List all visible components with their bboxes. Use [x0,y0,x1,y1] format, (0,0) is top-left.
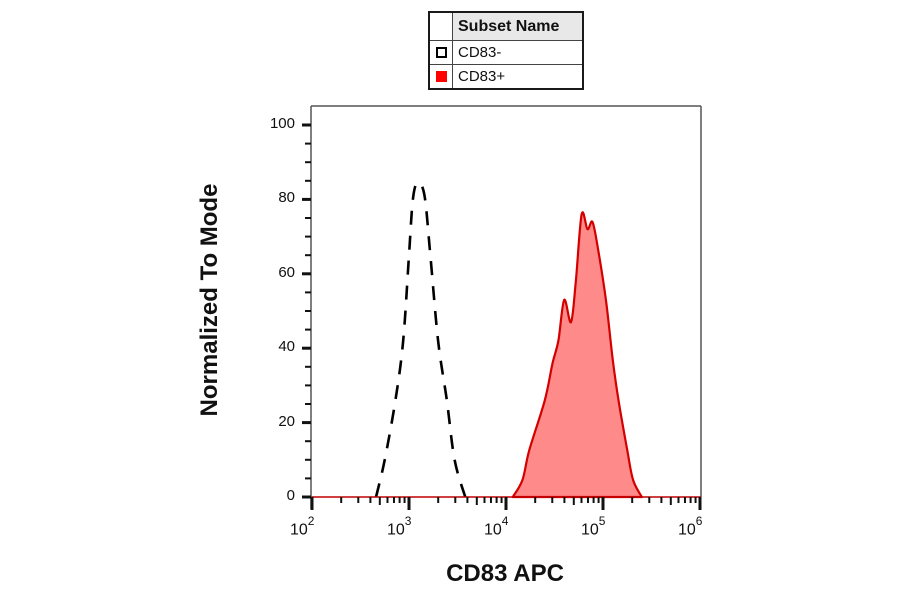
y-axis-label: Normalized To Mode [196,183,223,417]
series-layer [311,181,701,499]
y-tick-label: 20 [278,412,295,430]
x-tick-label: 102 [290,514,315,539]
series-cd83-positive-area [511,211,643,499]
open-square-swatch-icon [435,47,447,58]
legend: Subset Name CD83- CD83+ [428,11,584,90]
legend-label: CD83+ [458,68,506,85]
y-tick-label: 60 [278,263,295,281]
x-tick-label: 103 [387,514,412,539]
legend-swatch-cell [430,41,453,64]
filled-square-swatch-icon [435,71,447,82]
axes-layer [302,106,702,510]
x-tick-label: 105 [581,514,606,539]
x-axis-label: CD83 APC [446,560,564,587]
legend-header-row: Subset Name [430,13,582,40]
legend-label: CD83- [458,44,502,61]
x-tick-label: 104 [484,514,509,539]
legend-swatch-cell [430,13,453,40]
y-tick-label: 100 [269,115,295,132]
y-tick-label: 40 [278,338,295,356]
legend-header: Subset Name [453,13,582,40]
series-cd83-negative-line [374,181,467,498]
plot-frame [311,105,702,497]
x-tick-label: 106 [678,514,703,539]
y-tick-label: 80 [278,189,295,207]
legend-item-cd83-negative: CD83- [430,40,582,64]
y-tick-label: 0 [286,487,295,504]
legend-item-cd83-positive: CD83+ [430,64,582,88]
legend-swatch-cell [430,65,453,88]
